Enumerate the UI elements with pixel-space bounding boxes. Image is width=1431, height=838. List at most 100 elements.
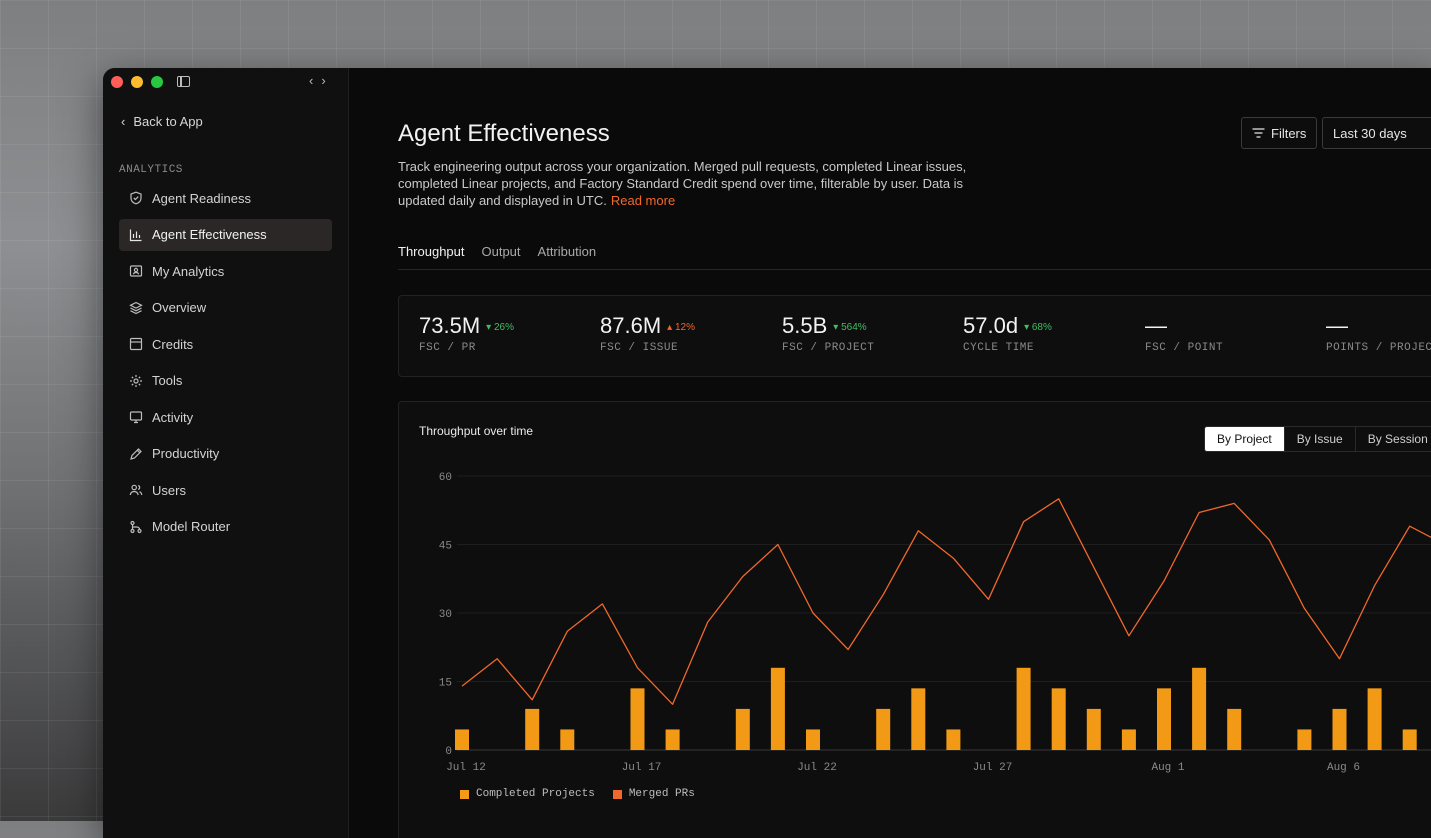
sidebar: ‹› ‹ Back to App ANALYTICS Agent Readine… [103, 68, 349, 838]
close-window-button[interactable] [111, 76, 123, 88]
line-merged-prs [461, 498, 1431, 705]
tab-attribution[interactable]: Attribution [537, 244, 597, 259]
x-tick-label: Jul 12 [446, 762, 486, 774]
bar-completed-projects [1367, 688, 1382, 750]
sidebar-item-label: Model Router [152, 519, 231, 534]
description-text: Track engineering output across your org… [398, 159, 967, 208]
sidebar-item-label: Activity [152, 409, 194, 425]
by-project-button[interactable]: By Project [1205, 427, 1285, 451]
tab-throughput[interactable]: Throughput [398, 244, 465, 270]
y-tick-label: 0 [445, 746, 452, 758]
sidebar-item-credits[interactable]: Credits [119, 328, 332, 360]
stat-delta-value: 26% [493, 322, 514, 333]
sidebar-item-my-analytics[interactable]: My Analytics [119, 255, 332, 287]
bar-completed-projects [876, 708, 891, 750]
legend-completed-projects[interactable]: Completed Projects [460, 788, 595, 800]
throughput-chart-card: 0 15 30 45 60 Jul 12 Jul 17 Jul 22 Jul 27 Aug 1 Au… [398, 401, 1431, 838]
stat-label: FSC / PR [419, 342, 476, 354]
stat-delta: ▾ 564% [833, 322, 867, 333]
y-tick-label: 45 [439, 541, 452, 553]
layers-icon [129, 301, 143, 315]
sidebar-toggle-icon[interactable] [177, 76, 190, 87]
stat-value: 57.0d [963, 313, 1019, 338]
forward-arrow-icon[interactable]: › [321, 73, 334, 88]
chart-title: Throughput over time [419, 424, 534, 438]
pencil-icon [129, 447, 143, 461]
legend-swatch [460, 789, 469, 799]
stat-value: 87.6M [600, 313, 662, 338]
bar-completed-projects [630, 688, 645, 750]
sidebar-item-productivity[interactable]: Productivity [119, 438, 332, 470]
x-tick-label: Aug 1 [1151, 762, 1184, 774]
filters-button[interactable]: Filters [1241, 117, 1318, 149]
stat-fsc-per-issue: 87.6M ▴ 12% FSC / ISSUE [600, 313, 695, 354]
page-title: Agent Effectiveness [398, 120, 610, 147]
sidebar-item-activity[interactable]: Activity [119, 401, 332, 433]
y-tick-label: 15 [439, 678, 452, 690]
minimize-window-button[interactable] [131, 76, 143, 88]
main-content: Agent Effectiveness Track engineering ou… [349, 68, 1431, 838]
stat-label: FSC / POINT [1145, 342, 1224, 354]
credit-card-icon [129, 337, 143, 351]
x-tick-label: Jul 27 [973, 762, 1013, 774]
legend-label: Completed Projects [476, 788, 595, 800]
stat-points-per-project: — POINTS / PROJECT [1326, 313, 1431, 354]
bar-completed-projects [525, 708, 540, 750]
bar-completed-projects [1157, 688, 1171, 750]
maximize-window-button[interactable] [151, 76, 163, 88]
x-tick-label: Jul 22 [797, 762, 837, 774]
sidebar-item-users[interactable]: Users [119, 474, 332, 506]
history-nav: ‹› [309, 73, 334, 88]
bar-completed-projects [806, 729, 820, 750]
page-description: Track engineering output across your org… [398, 158, 998, 209]
sidebar-item-label: Tools [152, 373, 183, 388]
stat-fsc-per-point: — FSC / POINT [1145, 313, 1223, 354]
app-window: ‹› ‹ Back to App ANALYTICS Agent Readine… [103, 68, 1431, 838]
bar-completed-projects [735, 708, 750, 750]
back-to-app-link[interactable]: ‹ Back to App [121, 114, 203, 129]
sidebar-item-label: Overview [152, 300, 207, 315]
sidebar-nav: Agent Readiness Agent Effectiveness My A… [119, 182, 332, 547]
stat-delta-value: 68% [1031, 322, 1052, 333]
bar-chart-icon [129, 228, 143, 242]
back-to-app-label: Back to App [133, 114, 203, 129]
read-more-link[interactable]: Read more [610, 193, 676, 208]
stat-fsc-per-pr: 73.5M ▾ 26% FSC / PR [419, 313, 514, 354]
analytics-section-label: ANALYTICS [119, 164, 183, 176]
date-range-label: Last 30 days [1333, 125, 1407, 141]
monitor-icon [129, 410, 143, 424]
stat-fsc-per-project: 5.5B ▾ 564% FSC / PROJECT [782, 313, 874, 354]
legend-label: Merged PRs [628, 788, 695, 800]
sidebar-item-overview[interactable]: Overview [119, 292, 332, 324]
chart-grouping-toggle: By Project By Issue By Session [1204, 426, 1431, 452]
filters-label: Filters [1271, 125, 1307, 141]
bar-completed-projects [770, 667, 785, 750]
tab-output[interactable]: Output [481, 244, 521, 259]
sidebar-item-tools[interactable]: Tools [119, 365, 332, 397]
stat-value: 73.5M [419, 313, 481, 338]
stats-card: 73.5M ▾ 26% FSC / PR 87.6M ▴ 12% FSC / ISS… [398, 295, 1431, 377]
date-range-select[interactable]: Last 30 days [1322, 117, 1431, 149]
users-icon [129, 483, 143, 497]
legend-swatch [612, 789, 622, 799]
stat-label: FSC / ISSUE [600, 342, 679, 354]
filter-icon [1252, 126, 1265, 141]
sidebar-item-label: Users [152, 482, 186, 498]
by-session-button[interactable]: By Session [1355, 427, 1431, 451]
chart-legend: Completed Projects Merged PRs [460, 788, 695, 800]
stat-label: FSC / PROJECT [782, 342, 875, 354]
y-tick-label: 60 [439, 472, 452, 484]
chevron-left-icon: ‹ [121, 114, 126, 129]
bar-completed-projects [1297, 729, 1312, 750]
by-issue-button[interactable]: By Issue [1284, 427, 1356, 451]
sidebar-item-agent-readiness[interactable]: Agent Readiness [119, 182, 332, 214]
sidebar-item-agent-effectiveness[interactable]: Agent Effectiveness [119, 218, 332, 251]
sidebar-item-label: My Analytics [152, 263, 225, 279]
stat-label: CYCLE TIME [963, 342, 1035, 354]
bar-completed-projects [665, 729, 680, 750]
tab-divider [398, 269, 1431, 270]
sidebar-item-model-router[interactable]: Model Router [119, 511, 332, 543]
back-arrow-icon[interactable]: ‹ [309, 73, 322, 88]
window-controls [111, 76, 163, 88]
legend-merged-prs[interactable]: Merged PRs [612, 788, 695, 800]
